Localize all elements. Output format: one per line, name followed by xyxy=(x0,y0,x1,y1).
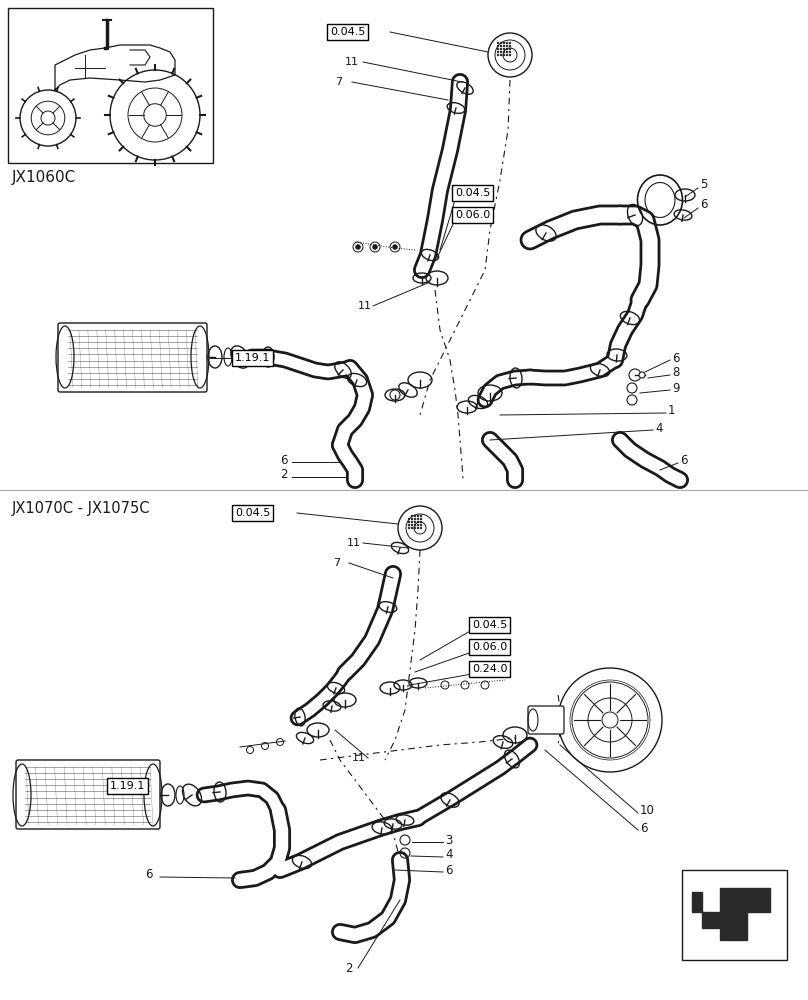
Text: 11: 11 xyxy=(347,538,361,548)
Circle shape xyxy=(408,521,410,523)
FancyBboxPatch shape xyxy=(16,760,160,829)
Text: 4: 4 xyxy=(445,848,452,861)
Circle shape xyxy=(509,42,511,44)
Text: 0.04.5: 0.04.5 xyxy=(235,508,271,518)
Circle shape xyxy=(393,244,398,249)
Circle shape xyxy=(411,515,413,517)
Circle shape xyxy=(506,45,508,47)
Text: 0.06.0: 0.06.0 xyxy=(472,642,507,652)
Circle shape xyxy=(411,527,413,529)
Text: 1.19.1: 1.19.1 xyxy=(110,781,145,791)
Circle shape xyxy=(420,527,422,529)
Circle shape xyxy=(602,712,618,728)
Circle shape xyxy=(417,521,419,523)
Circle shape xyxy=(356,244,360,249)
Bar xyxy=(8,8,213,163)
Circle shape xyxy=(500,48,502,50)
Text: JX1060C: JX1060C xyxy=(12,170,76,185)
Polygon shape xyxy=(692,888,770,940)
Text: 11: 11 xyxy=(352,753,366,763)
Circle shape xyxy=(417,515,419,517)
Circle shape xyxy=(414,518,416,520)
Text: 6: 6 xyxy=(445,863,452,876)
Circle shape xyxy=(420,524,422,526)
Text: 5: 5 xyxy=(700,178,707,192)
Circle shape xyxy=(500,51,502,53)
Text: 6: 6 xyxy=(145,868,153,882)
Circle shape xyxy=(414,521,416,523)
Text: 3: 3 xyxy=(445,834,452,846)
Bar xyxy=(682,870,787,960)
Text: 9: 9 xyxy=(672,381,680,394)
Circle shape xyxy=(420,518,422,520)
Circle shape xyxy=(414,524,416,526)
Circle shape xyxy=(497,54,499,56)
Circle shape xyxy=(414,527,416,529)
Circle shape xyxy=(509,51,511,53)
Text: 6: 6 xyxy=(640,822,647,834)
Circle shape xyxy=(509,54,511,56)
Text: 2: 2 xyxy=(280,468,288,482)
Circle shape xyxy=(497,45,499,47)
Circle shape xyxy=(417,527,419,529)
Text: 10: 10 xyxy=(640,804,654,816)
Circle shape xyxy=(372,244,377,249)
Circle shape xyxy=(417,524,419,526)
Circle shape xyxy=(506,42,508,44)
Circle shape xyxy=(420,515,422,517)
Circle shape xyxy=(509,48,511,50)
Text: 6: 6 xyxy=(672,352,680,364)
Text: 0.06.0: 0.06.0 xyxy=(455,210,490,220)
Text: 11: 11 xyxy=(345,57,359,67)
Circle shape xyxy=(500,42,502,44)
Circle shape xyxy=(500,54,502,56)
FancyBboxPatch shape xyxy=(58,323,207,392)
Circle shape xyxy=(503,51,505,53)
Text: 1.19.1: 1.19.1 xyxy=(235,353,271,363)
Circle shape xyxy=(497,51,499,53)
Circle shape xyxy=(497,48,499,50)
Circle shape xyxy=(506,54,508,56)
Circle shape xyxy=(500,45,502,47)
Circle shape xyxy=(509,45,511,47)
Text: 6: 6 xyxy=(280,454,288,466)
Circle shape xyxy=(639,372,645,378)
Text: 7: 7 xyxy=(333,558,340,568)
Circle shape xyxy=(411,518,413,520)
Text: 11: 11 xyxy=(358,301,372,311)
Circle shape xyxy=(503,48,505,50)
Circle shape xyxy=(503,54,505,56)
FancyBboxPatch shape xyxy=(528,706,564,734)
Circle shape xyxy=(506,51,508,53)
Text: 2: 2 xyxy=(345,962,352,974)
Text: 6: 6 xyxy=(680,454,688,466)
Circle shape xyxy=(414,515,416,517)
Text: JX1070C - JX1075C: JX1070C - JX1075C xyxy=(12,501,150,516)
Text: 0.04.5: 0.04.5 xyxy=(455,188,490,198)
Text: 4: 4 xyxy=(655,422,663,434)
Circle shape xyxy=(420,521,422,523)
Text: 0.04.5: 0.04.5 xyxy=(472,620,507,630)
Circle shape xyxy=(497,42,499,44)
Circle shape xyxy=(411,521,413,523)
Circle shape xyxy=(506,48,508,50)
Text: 1: 1 xyxy=(668,403,675,416)
Circle shape xyxy=(408,518,410,520)
Text: 0.04.5: 0.04.5 xyxy=(330,27,365,37)
Circle shape xyxy=(503,45,505,47)
Circle shape xyxy=(417,518,419,520)
Circle shape xyxy=(408,527,410,529)
Circle shape xyxy=(503,42,505,44)
Text: 6: 6 xyxy=(700,198,708,212)
Text: 8: 8 xyxy=(672,366,680,379)
Text: 0.24.0: 0.24.0 xyxy=(472,664,507,674)
Circle shape xyxy=(408,524,410,526)
Circle shape xyxy=(411,524,413,526)
Text: 7: 7 xyxy=(335,77,342,87)
